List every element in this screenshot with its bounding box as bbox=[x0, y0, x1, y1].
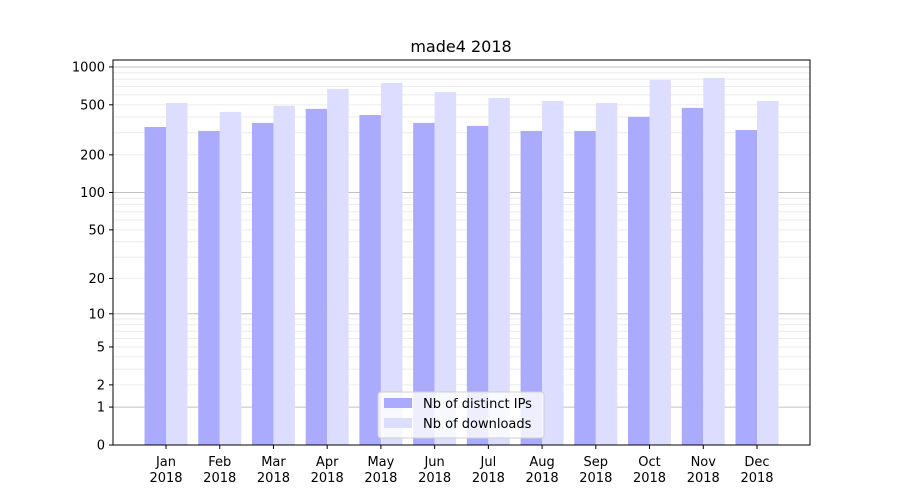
bar-distinct-ips bbox=[305, 108, 328, 445]
bar-downloads bbox=[166, 102, 188, 446]
y-tick-label: 200 bbox=[80, 148, 105, 163]
bar-distinct-ips bbox=[198, 130, 220, 446]
bar-downloads bbox=[703, 77, 725, 445]
x-tick-label: May 2018 bbox=[364, 455, 397, 486]
y-tick-label: 5 bbox=[97, 340, 105, 355]
x-tick-label: Jan 2018 bbox=[149, 455, 182, 486]
legend: Nb of distinct IPs Nb of downloads bbox=[377, 391, 545, 439]
bars bbox=[144, 77, 779, 446]
bar-distinct-ips bbox=[251, 122, 274, 445]
bar-downloads bbox=[488, 97, 510, 445]
bar-downloads bbox=[327, 88, 349, 445]
y-tick-label: 1000 bbox=[72, 60, 105, 75]
plot-frame bbox=[112, 59, 811, 446]
legend-label: Nb of distinct IPs bbox=[423, 397, 532, 412]
y-tick-label: 100 bbox=[80, 186, 105, 201]
legend-swatch bbox=[384, 418, 412, 428]
bar-downloads bbox=[219, 111, 242, 446]
y-tick-label: 2 bbox=[97, 378, 105, 393]
x-tick-label: Jul 2018 bbox=[472, 455, 505, 486]
bar-distinct-ips bbox=[520, 130, 543, 446]
x-tick-label: Aug 2018 bbox=[526, 455, 559, 486]
x-tick-label: Mar 2018 bbox=[257, 455, 290, 486]
x-tick-label: Apr 2018 bbox=[311, 455, 344, 486]
bar-distinct-ips bbox=[413, 122, 435, 445]
bar-downloads bbox=[434, 91, 457, 445]
bar-distinct-ips bbox=[735, 130, 757, 445]
x-tick-label: Nov 2018 bbox=[687, 455, 720, 486]
x-tick-label: Sep 2018 bbox=[579, 455, 612, 486]
y-axis: 0 1 2 5 10 20 50 100 200 500 1000 bbox=[72, 60, 113, 454]
bar-distinct-ips bbox=[359, 114, 381, 446]
bar-downloads bbox=[380, 82, 403, 445]
x-tick-label: Feb 2018 bbox=[203, 455, 236, 486]
bar-distinct-ips bbox=[144, 127, 166, 446]
bar-downloads bbox=[649, 79, 672, 446]
chart-title: made4 2018 bbox=[410, 37, 511, 56]
y-tick-label: 10 bbox=[88, 307, 105, 322]
legend-label: Nb of downloads bbox=[423, 417, 532, 432]
x-axis: Jan 2018 Feb 2018 Mar 2018 Apr 2018 May 2018 Jun 20… bbox=[149, 445, 774, 486]
bar-distinct-ips bbox=[628, 116, 650, 445]
bar-distinct-ips bbox=[466, 125, 489, 445]
x-tick-label: Oct 2018 bbox=[633, 455, 666, 486]
bar-downloads bbox=[542, 100, 564, 445]
y-tick-label: 1 bbox=[97, 401, 105, 416]
y-tick-label: 20 bbox=[88, 272, 105, 287]
y-tick-label: 500 bbox=[80, 98, 105, 113]
y-tick-label: 50 bbox=[88, 223, 105, 238]
legend-box bbox=[377, 391, 545, 439]
bar-downloads bbox=[595, 102, 618, 446]
x-tick-label: Dec 2018 bbox=[740, 455, 773, 486]
y-tick-label: 0 bbox=[97, 439, 105, 454]
bar-distinct-ips bbox=[574, 130, 596, 446]
bar-distinct-ips bbox=[681, 107, 704, 445]
bar-downloads bbox=[757, 100, 779, 445]
legend-swatch bbox=[384, 398, 412, 408]
x-tick-label: Jun 2018 bbox=[418, 455, 451, 486]
bar-downloads bbox=[273, 105, 295, 445]
